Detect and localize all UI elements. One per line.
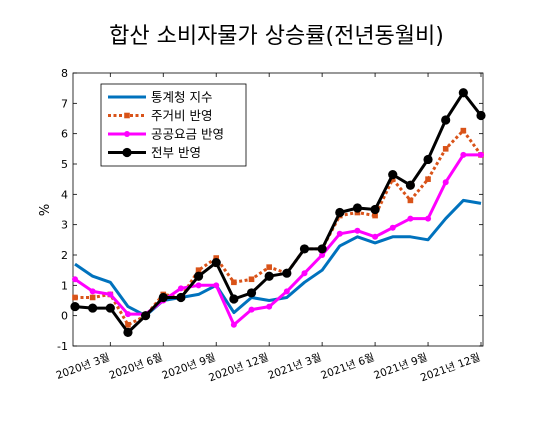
legend-label: 전부 반영 (151, 145, 201, 160)
data-point (213, 282, 220, 289)
data-point (124, 311, 131, 318)
data-point (352, 203, 363, 213)
data-point (141, 311, 151, 321)
data-point (476, 110, 486, 121)
data-point (407, 197, 414, 204)
data-point (177, 285, 184, 292)
data-point (89, 288, 96, 295)
data-point (70, 301, 80, 312)
legend-label: 주거비 반영 (151, 108, 212, 123)
chart-title: 합산 소비자물가 상승률(전년동월비) (109, 24, 444, 49)
legend-entry: 주거비 반영 (108, 108, 212, 123)
data-point (282, 268, 292, 278)
x-tick-label: 2020년 6월 (108, 352, 165, 382)
data-point (176, 292, 186, 303)
y-tick-label: 8 (61, 67, 68, 80)
y-tick-label: 7 (61, 97, 68, 110)
x-tick-label: 2021년 6월 (319, 352, 376, 382)
data-point (335, 207, 345, 218)
y-tick-label: 1 (61, 279, 68, 292)
x-tick-label: 2020년 3월 (55, 352, 112, 382)
data-point (425, 176, 431, 182)
data-point (266, 264, 272, 270)
data-point (299, 244, 310, 254)
legend-entry: 전부 반영 (108, 145, 201, 160)
y-tick-label: 2 (61, 249, 68, 262)
y-tick-label: 3 (61, 219, 68, 232)
legend-entry: 통계청 지수 (108, 90, 212, 105)
data-point (88, 303, 98, 313)
data-point (317, 244, 327, 254)
data-point (264, 271, 274, 281)
data-point (405, 180, 415, 190)
y-axis: -1 0 1 2 3 4 5 6 7 8 (57, 67, 483, 353)
data-point (458, 88, 468, 98)
legend-label: 통계청 지수 (151, 90, 212, 105)
data-point (354, 227, 361, 234)
data-point (211, 257, 221, 268)
data-point (231, 279, 237, 286)
data-point (246, 288, 257, 298)
data-point (478, 151, 484, 158)
legend-marker (124, 112, 130, 119)
data-point (158, 292, 168, 303)
data-point (89, 294, 96, 301)
data-point (389, 224, 396, 231)
data-point (195, 282, 202, 289)
x-tick-label: 2020년 12월 (207, 352, 270, 385)
data-point (123, 327, 133, 337)
y-tick-label: 5 (61, 158, 68, 171)
plot-frame (72, 72, 484, 347)
data-point (230, 321, 237, 328)
legend-marker (124, 131, 130, 137)
series-4 (70, 88, 486, 337)
data-point (72, 294, 78, 301)
data-point (301, 270, 308, 277)
data-point (105, 303, 115, 313)
data-point (370, 204, 380, 215)
data-point (266, 303, 273, 310)
data-point (193, 271, 204, 281)
data-point (195, 267, 202, 273)
data-point (372, 233, 379, 240)
data-point (442, 179, 449, 186)
x-tick-label: 2021년 3월 (266, 352, 323, 382)
data-point (425, 215, 432, 222)
data-point (125, 321, 131, 328)
data-point (460, 127, 467, 134)
data-point (441, 115, 451, 125)
data-point (442, 146, 449, 152)
x-tick-label: 2021년 12월 (419, 352, 482, 385)
y-tick-label: -1 (57, 340, 68, 353)
legend-label: 공공요금 반영 (151, 127, 224, 142)
y-axis-label: % (38, 204, 53, 216)
legend-entry: 공공요금 반영 (108, 127, 224, 142)
data-point (283, 288, 290, 295)
data-point (107, 291, 114, 298)
series-layer (70, 88, 486, 337)
legend-marker (122, 147, 132, 158)
data-point (372, 212, 378, 219)
data-point (460, 151, 467, 158)
y-tick-label: 0 (61, 310, 68, 323)
plot-border (72, 72, 484, 347)
y-tick-label: 6 (61, 128, 68, 141)
data-point (248, 276, 255, 283)
y-tick-label: 4 (61, 188, 68, 201)
data-point (248, 306, 255, 313)
data-point (388, 170, 398, 180)
data-point (407, 215, 414, 222)
data-point (336, 230, 343, 237)
data-point (229, 294, 239, 304)
data-point (319, 252, 326, 258)
data-point (423, 154, 433, 165)
data-point (72, 276, 78, 283)
